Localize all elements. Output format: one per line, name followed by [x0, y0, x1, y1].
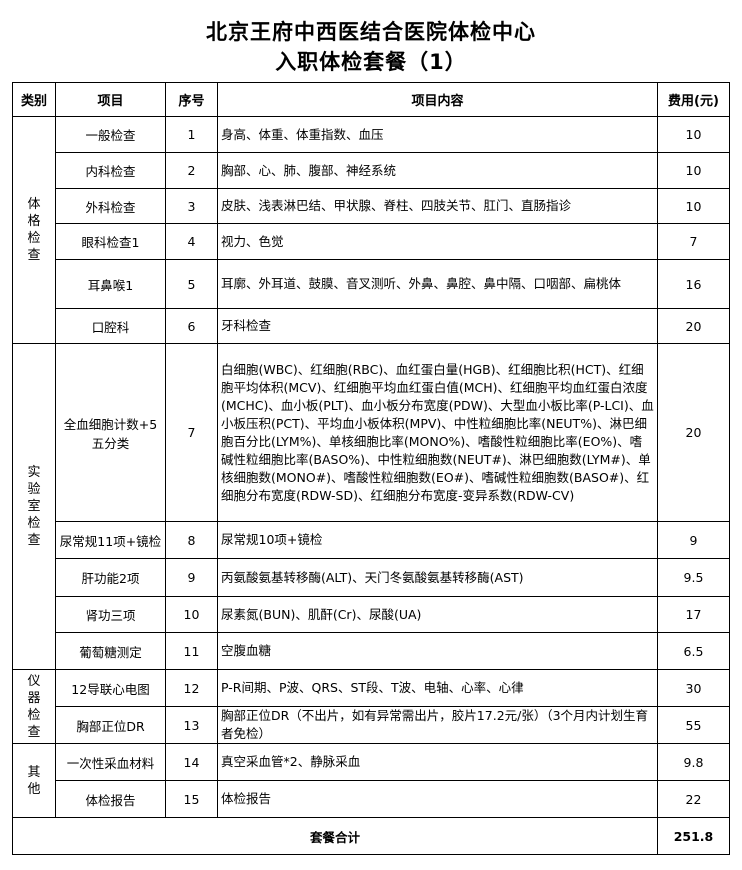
table-row: 仪器检查 12导联心电图 12 P-R间期、P波、QRS、ST段、T波、电轴、心率、心…	[12, 669, 730, 744]
item-name: 胸部正位DR	[55, 706, 166, 744]
table-row: 胸部正位DR 13 胸部正位DR（不出片，如有异常需出片，胶片17.2元/张）（3个…	[13, 706, 730, 744]
item-content: 胸部、心、肺、腹部、神经系统	[217, 152, 658, 189]
item-content: 尿常规10项+镜检	[217, 521, 658, 559]
item-fee: 55	[657, 706, 730, 744]
item-fee: 6.5	[657, 632, 730, 670]
item-name: 一般检查	[55, 116, 166, 153]
item-number: 9	[165, 558, 218, 597]
item-number: 1	[165, 116, 218, 153]
item-fee: 9	[657, 521, 730, 559]
item-number: 12	[165, 669, 218, 707]
table-row: 眼科检查1 4 视力、色觉 7	[13, 223, 730, 260]
item-number: 10	[165, 596, 218, 633]
item-name: 葡萄糖测定	[55, 632, 166, 670]
page-title: 北京王府中西医结合医院体检中心	[206, 20, 536, 44]
category-label: 其他	[27, 764, 41, 797]
item-fee: 16	[657, 259, 730, 309]
category-cell: 实验室检查	[12, 343, 56, 670]
item-fee: 10	[657, 152, 730, 189]
item-fee: 30	[657, 669, 730, 707]
item-number: 13	[165, 706, 218, 744]
item-content: 胸部正位DR（不出片，如有异常需出片，胶片17.2元/张）（3个月内计划生育者免…	[217, 706, 658, 744]
header-category: 类别	[12, 82, 56, 117]
item-name: 眼科检查1	[55, 223, 166, 260]
item-number: 14	[165, 743, 218, 781]
item-name: 肾功三项	[55, 596, 166, 633]
item-content: 空腹血糖	[217, 632, 658, 670]
item-number: 8	[165, 521, 218, 559]
item-content: 牙科检查	[217, 308, 658, 344]
item-content: 视力、色觉	[217, 223, 658, 260]
table-row: 内科检查 2 胸部、心、肺、腹部、神经系统 10	[13, 152, 730, 189]
item-number: 3	[165, 188, 218, 224]
item-fee: 17	[657, 596, 730, 633]
item-name: 尿常规11项+镜检	[55, 521, 166, 559]
item-content: 丙氨酸氨基转移酶(ALT)、天门冬氨酸氨基转移酶(AST)	[217, 558, 658, 597]
header-row: 类别 项目 序号 项目内容 费用(元)	[12, 82, 730, 117]
table-row: 肝功能2项 9 丙氨酸氨基转移酶(ALT)、天门冬氨酸氨基转移酶(AST) 9.5	[13, 558, 730, 597]
table-row: 外科检查 3 皮肤、浅表淋巴结、甲状腺、脊柱、四肢关节、肛门、直肠指诊 10	[13, 188, 730, 224]
item-name: 耳鼻喉1	[55, 259, 166, 309]
header-item: 项目	[55, 82, 166, 117]
item-content: P-R间期、P波、QRS、ST段、T波、电轴、心率、心律	[217, 669, 658, 707]
table-row: 耳鼻喉1 5 耳廓、外耳道、鼓膜、音叉测听、外鼻、鼻腔、鼻中隔、口咽部、扁桃体 16	[13, 259, 730, 309]
item-number: 7	[165, 343, 218, 522]
table-row: 实验室检查 全血细胞计数+5五分类 7 白细胞(WBC)、红细胞(RBC)、血红蛋白量…	[12, 343, 730, 670]
item-fee: 9.8	[657, 743, 730, 781]
total-row: 套餐合计 251.8	[12, 817, 730, 855]
item-name: 一次性采血材料	[55, 743, 166, 781]
category-cell: 其他	[12, 743, 56, 818]
item-fee: 7	[657, 223, 730, 260]
total-label: 套餐合计	[12, 817, 658, 855]
item-content: 白细胞(WBC)、红细胞(RBC)、血红蛋白量(HGB)、红细胞比积(HCT)、…	[217, 343, 658, 522]
header-number: 序号	[165, 82, 218, 117]
item-number: 11	[165, 632, 218, 670]
table-row: 葡萄糖测定 11 空腹血糖 6.5	[13, 632, 730, 670]
item-fee: 9.5	[657, 558, 730, 597]
table-row: 体格检查 一般检查 1 身高、体重、体重指数、血压 10	[12, 116, 730, 344]
table-row: 肾功三项 10 尿素氮(BUN)、肌酐(Cr)、尿酸(UA) 17	[13, 596, 730, 633]
item-content: 尿素氮(BUN)、肌酐(Cr)、尿酸(UA)	[217, 596, 658, 633]
item-name: 肝功能2项	[55, 558, 166, 597]
total-value: 251.8	[657, 817, 730, 855]
header-content: 项目内容	[217, 82, 658, 117]
item-name: 全血细胞计数+5五分类	[55, 343, 166, 522]
item-content: 皮肤、浅表淋巴结、甲状腺、脊柱、四肢关节、肛门、直肠指诊	[217, 188, 658, 224]
item-fee: 20	[657, 343, 730, 522]
item-number: 2	[165, 152, 218, 189]
category-label: 实验室检查	[27, 465, 41, 548]
item-content: 体检报告	[217, 780, 658, 818]
item-name: 外科检查	[55, 188, 166, 224]
item-fee: 22	[657, 780, 730, 818]
item-fee: 10	[657, 116, 730, 153]
page-subtitle: 入职体检套餐（1）	[275, 50, 467, 74]
item-name: 12导联心电图	[55, 669, 166, 707]
item-number: 15	[165, 780, 218, 818]
package-table: 类别 项目 序号 项目内容 费用(元) 体格检查 一般检查 1 身高、体重、体重指数、…	[12, 82, 730, 855]
item-number: 4	[165, 223, 218, 260]
table-row: 其他 一次性采血材料 14 真空采血管*2、静脉采血 9.8	[12, 743, 730, 818]
item-fee: 20	[657, 308, 730, 344]
item-number: 5	[165, 259, 218, 309]
item-content: 耳廓、外耳道、鼓膜、音叉测听、外鼻、鼻腔、鼻中隔、口咽部、扁桃体	[217, 259, 658, 309]
table-row: 体检报告 15 体检报告 22	[13, 780, 730, 818]
table-row: 尿常规11项+镜检 8 尿常规10项+镜检 9	[13, 521, 730, 559]
item-name: 口腔科	[55, 308, 166, 344]
item-content: 身高、体重、体重指数、血压	[217, 116, 658, 153]
item-number: 6	[165, 308, 218, 344]
category-cell: 仪器检查	[12, 669, 56, 744]
item-content: 真空采血管*2、静脉采血	[217, 743, 658, 781]
item-name: 内科检查	[55, 152, 166, 189]
table-row: 口腔科 6 牙科检查 20	[13, 308, 730, 344]
category-cell: 体格检查	[12, 116, 56, 344]
category-label: 仪器检查	[27, 673, 41, 740]
header-fee: 费用(元)	[657, 82, 730, 117]
item-name: 体检报告	[55, 780, 166, 818]
category-label: 体格检查	[27, 197, 41, 263]
item-fee: 10	[657, 188, 730, 224]
